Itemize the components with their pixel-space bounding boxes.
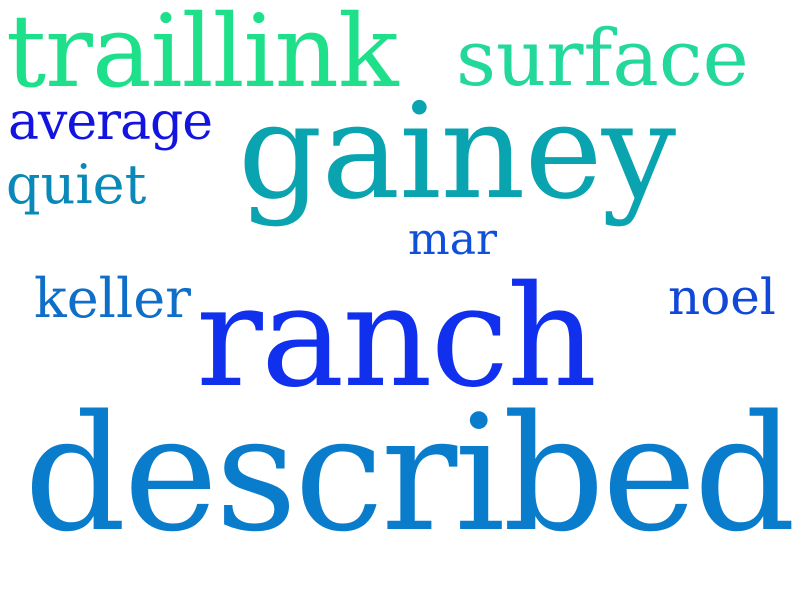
word-ranch: ranch [196, 256, 597, 419]
word-quiet: quiet [6, 153, 147, 216]
word-average: average [8, 92, 213, 152]
word-noel: noel [668, 268, 776, 326]
word-described: described [24, 380, 796, 567]
word-mar: mar [408, 214, 497, 265]
word-keller: keller [34, 267, 191, 330]
word-gainey: gainey [238, 75, 676, 229]
word-surface: surface [456, 14, 749, 104]
word-traillink: traillink [6, 0, 399, 110]
